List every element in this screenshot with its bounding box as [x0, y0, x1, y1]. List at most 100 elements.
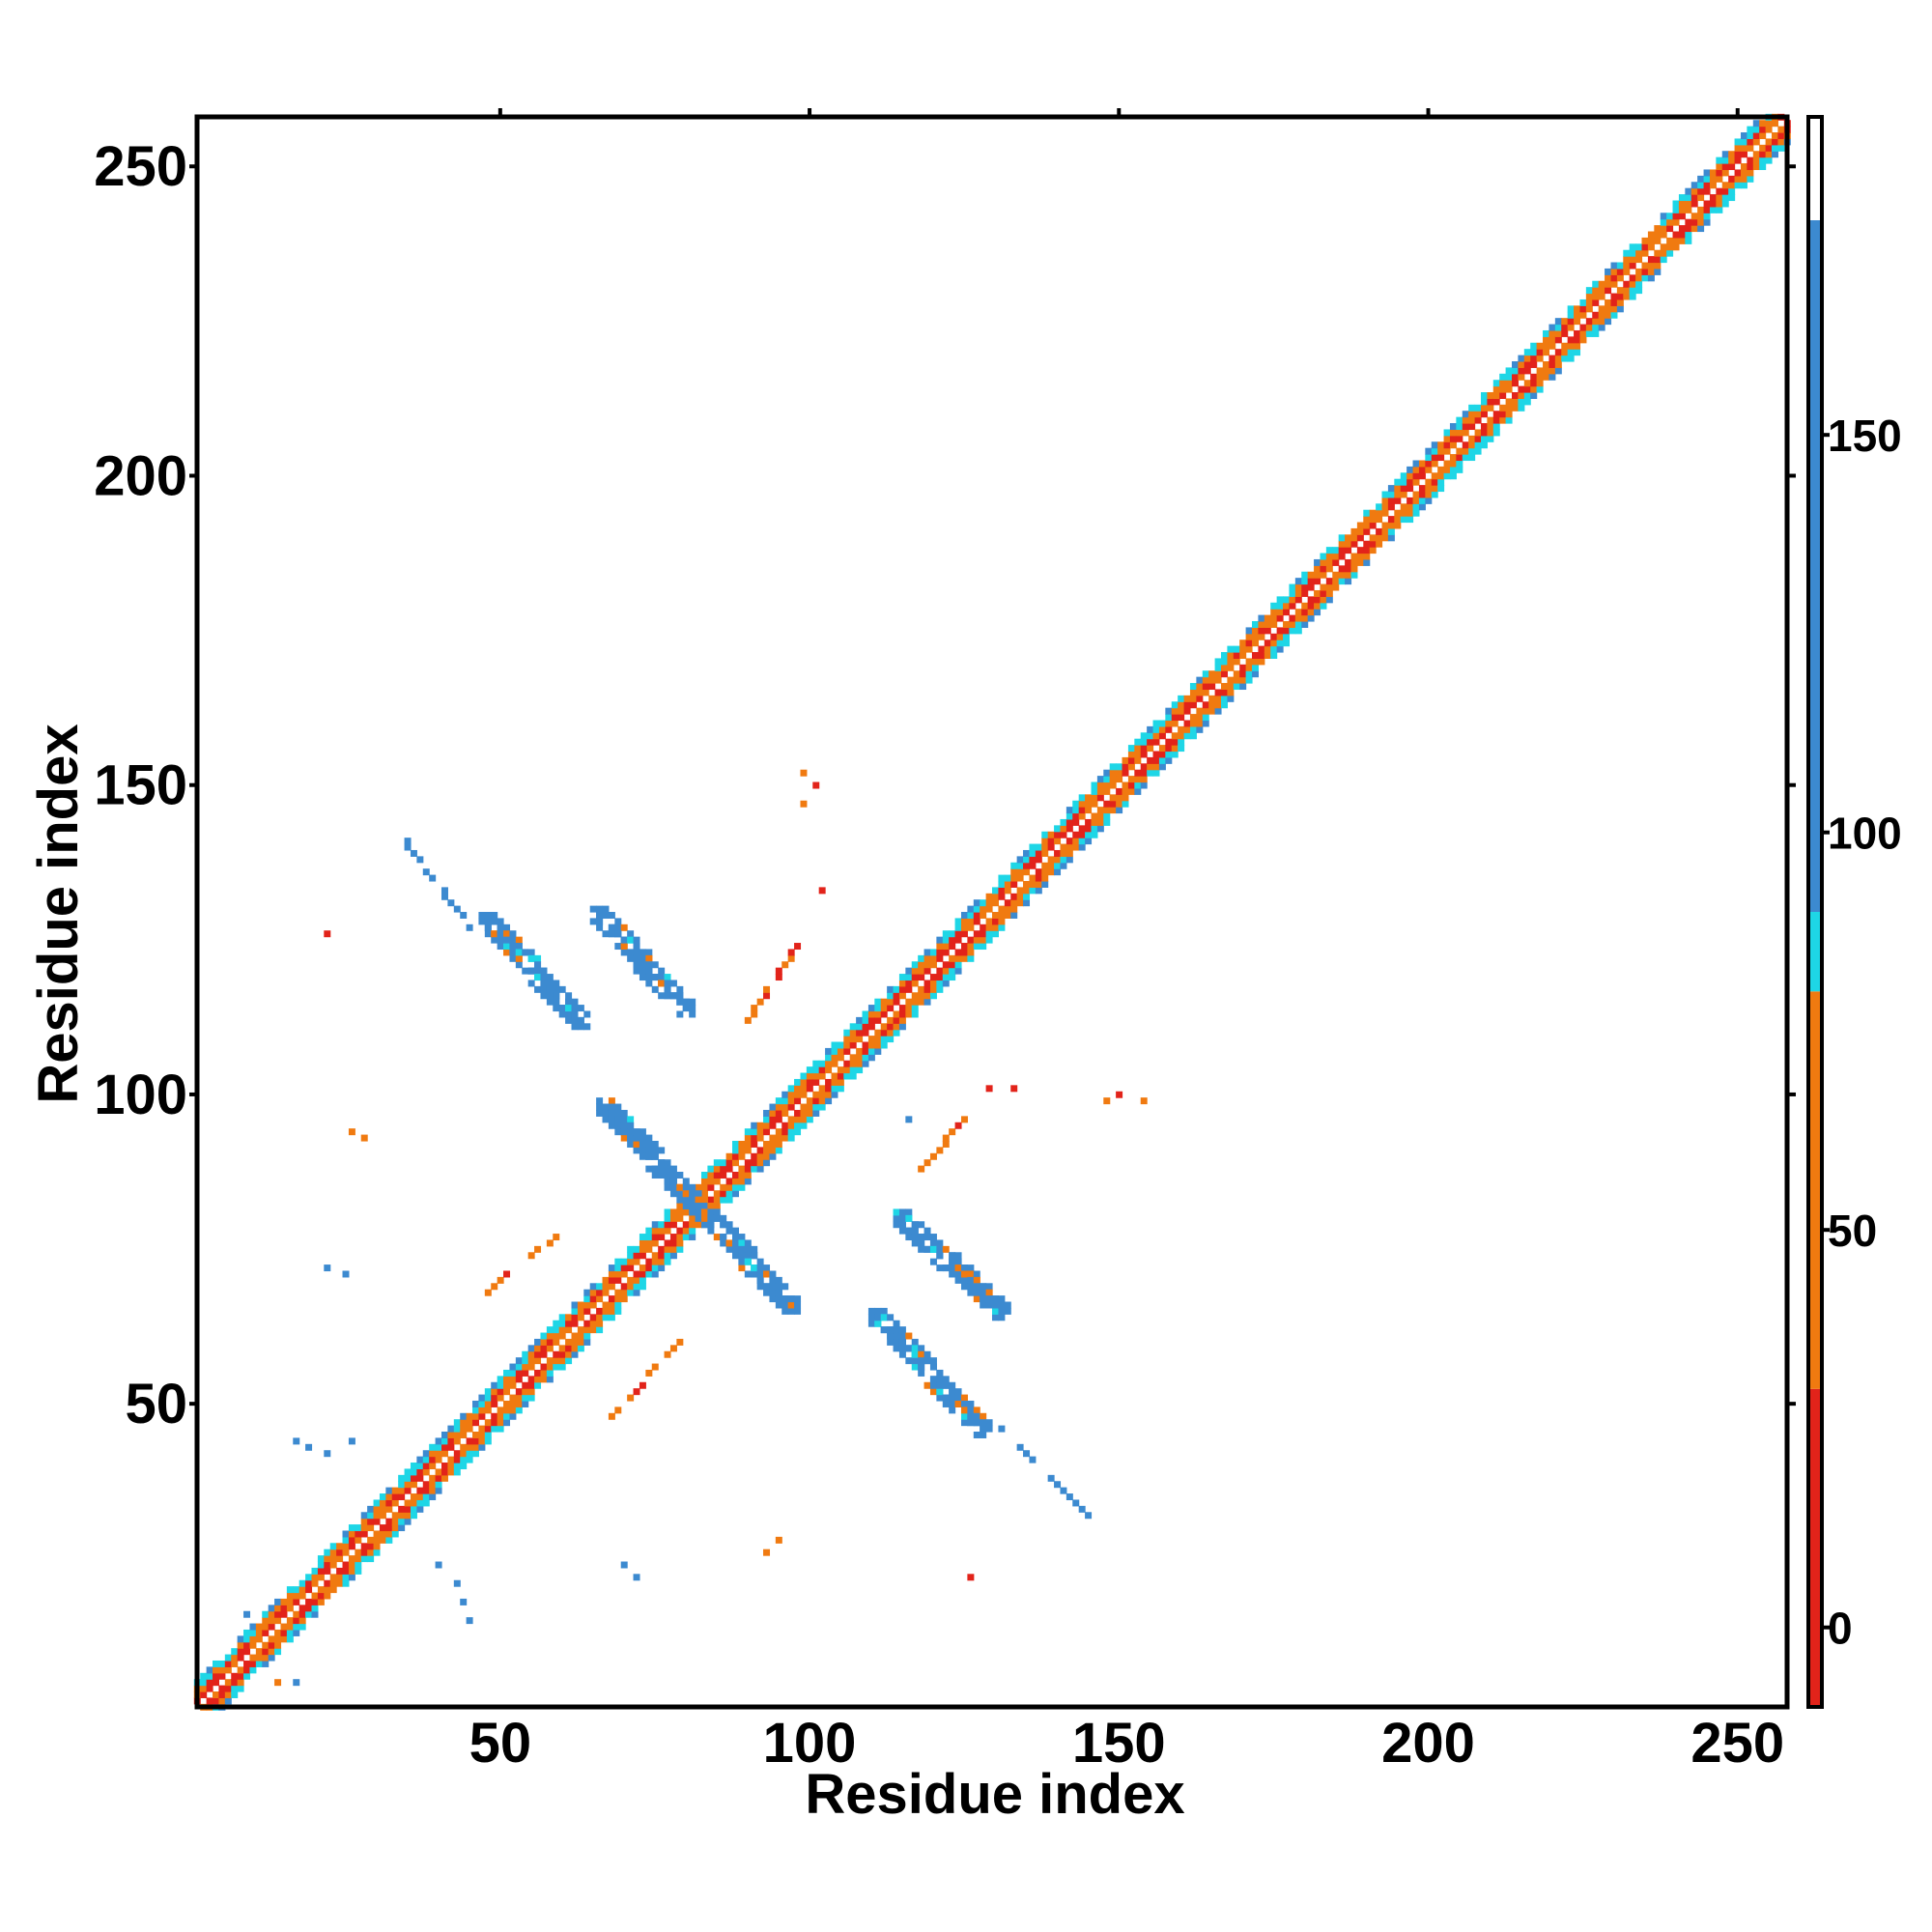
- heatmap-cell: [1301, 589, 1309, 597]
- heatmap-cell: [923, 985, 931, 993]
- heatmap-cell: [639, 1252, 646, 1260]
- heatmap-cell: [775, 1283, 782, 1291]
- heatmap-cell: [732, 1178, 739, 1185]
- heatmap-cell: [522, 1357, 529, 1365]
- heatmap-cell: [527, 980, 535, 987]
- heatmap-cell: [503, 1388, 511, 1396]
- heatmap-cell: [565, 1357, 573, 1365]
- heatmap-cell: [923, 1227, 931, 1235]
- heatmap-cell: [856, 1054, 864, 1062]
- heatmap-cell: [744, 1245, 752, 1253]
- heatmap-cell: [596, 1289, 604, 1296]
- heatmap-cell: [825, 1078, 833, 1086]
- heatmap-cell: [1165, 725, 1173, 733]
- heatmap-cell: [918, 1363, 925, 1371]
- heatmap-cell: [1554, 324, 1562, 331]
- heatmap-cell: [651, 1264, 659, 1272]
- heatmap-cell: [484, 1406, 492, 1414]
- heatmap-cell: [329, 1574, 337, 1581]
- heatmap-cell: [1666, 218, 1674, 226]
- heatmap-cell: [1716, 194, 1723, 202]
- heatmap-cell: [1623, 268, 1631, 275]
- heatmap-cell: [317, 1555, 325, 1563]
- heatmap-cell: [911, 1239, 919, 1247]
- heatmap-cell: [1425, 466, 1433, 473]
- heatmap-cell: [565, 992, 573, 1000]
- heatmap-cell: [422, 1468, 430, 1476]
- heatmap-cell: [268, 1654, 275, 1662]
- heatmap-cell: [546, 1369, 554, 1377]
- heatmap-cell: [1554, 329, 1562, 337]
- heatmap-cell: [497, 1276, 504, 1284]
- heatmap-cell: [441, 1443, 448, 1451]
- heatmap-cell: [1325, 589, 1333, 597]
- heatmap-cell: [787, 1128, 795, 1136]
- heatmap-cell: [627, 1252, 635, 1260]
- heatmap-cell: [1654, 237, 1662, 244]
- heatmap-cell: [1023, 856, 1031, 864]
- heatmap-cell: [317, 1574, 325, 1581]
- heatmap-cell: [874, 1320, 882, 1327]
- heatmap-cell: [936, 954, 944, 962]
- heatmap-cell: [274, 1648, 282, 1656]
- heatmap-cell: [929, 980, 937, 987]
- heatmap-cell: [738, 1234, 746, 1241]
- heatmap-cell: [1060, 856, 1067, 864]
- heatmap-cell: [980, 1283, 987, 1291]
- heatmap-cell: [923, 1234, 931, 1241]
- heatmap-cell: [689, 1183, 696, 1191]
- heatmap-cell: [905, 967, 913, 975]
- heatmap-cell: [1171, 745, 1179, 753]
- heatmap-cell: [929, 1234, 937, 1241]
- heatmap-cell: [571, 1005, 579, 1012]
- heatmap-cell: [1728, 163, 1736, 171]
- heatmap-cell: [923, 1245, 931, 1253]
- heatmap-cell: [893, 1208, 900, 1216]
- heatmap-cell: [831, 1072, 838, 1080]
- heatmap-cell: [1183, 701, 1191, 709]
- heatmap-cell: [1734, 151, 1742, 158]
- heatmap-cell: [1158, 745, 1166, 753]
- heatmap-cell: [633, 967, 640, 975]
- heatmap-cell: [800, 769, 808, 777]
- heatmap-cell: [280, 1610, 288, 1618]
- heatmap-cell: [1543, 373, 1550, 381]
- heatmap-cell: [1350, 565, 1358, 573]
- heatmap-cell: [936, 1239, 944, 1247]
- heatmap-cell: [348, 1437, 355, 1445]
- heatmap-cell: [695, 1208, 702, 1216]
- heatmap-cell: [1728, 182, 1736, 189]
- heatmap-cell: [540, 1332, 548, 1340]
- heatmap-cell: [571, 1023, 579, 1031]
- heatmap-cell: [1697, 182, 1705, 189]
- heatmap-cell: [1523, 398, 1531, 406]
- heatmap-cell: [218, 1691, 226, 1698]
- heatmap-cell: [898, 1208, 906, 1216]
- heatmap-cell: [967, 936, 975, 944]
- heatmap-cell: [732, 1159, 739, 1167]
- heatmap-cell: [1065, 812, 1073, 820]
- heatmap-cell: [929, 1357, 937, 1365]
- heatmap-cell: [515, 1400, 523, 1407]
- heatmap-cell: [1307, 596, 1315, 604]
- heatmap-cell: [1010, 862, 1018, 869]
- heatmap-cell: [1140, 776, 1148, 783]
- heatmap-cell: [1091, 781, 1098, 789]
- heatmap-cell: [491, 918, 498, 925]
- heatmap-cell: [929, 1258, 937, 1265]
- heatmap-cell: [720, 1196, 727, 1204]
- heatmap-cell: [1747, 169, 1754, 177]
- heatmap-cell: [775, 1289, 782, 1296]
- heatmap-cell: [429, 1443, 437, 1451]
- heatmap-cell: [1085, 831, 1093, 838]
- heatmap-cell: [1716, 163, 1723, 171]
- heatmap-cell: [1574, 318, 1581, 326]
- heatmap-cell: [856, 1036, 864, 1043]
- heatmap-cell: [565, 1326, 573, 1334]
- heatmap-cell: [751, 1005, 758, 1012]
- heatmap-cell: [1449, 429, 1457, 437]
- heatmap-cell: [738, 1172, 746, 1179]
- heatmap-cell: [923, 1350, 931, 1358]
- heatmap-cell: [422, 1499, 430, 1507]
- heatmap-cell: [1499, 380, 1507, 387]
